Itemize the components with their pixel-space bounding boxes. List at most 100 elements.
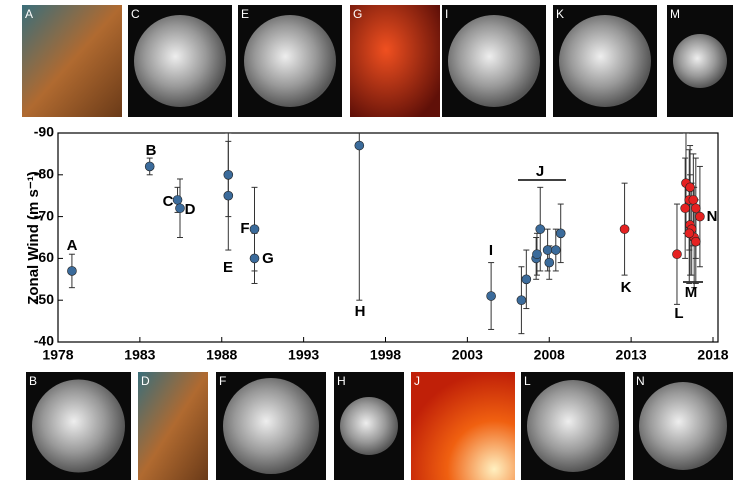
image-panel: I	[442, 5, 546, 117]
image-letter: K	[556, 7, 564, 21]
planet-disk	[134, 15, 226, 107]
point-label: E	[223, 259, 233, 276]
point-label: B	[146, 142, 157, 159]
data-point	[516, 295, 527, 306]
image-background	[22, 5, 122, 117]
data-point	[691, 236, 701, 247]
point-label: L	[674, 305, 683, 322]
data-point	[223, 190, 234, 201]
point-label: G	[262, 250, 274, 267]
y-axis-label: Zonal Wind (m s⁻¹)	[25, 171, 42, 305]
x-tick-label: 1993	[288, 347, 319, 363]
image-letter: N	[636, 374, 645, 388]
x-tick-label: 2013	[616, 347, 647, 363]
data-point	[175, 203, 185, 214]
image-letter: G	[353, 7, 362, 21]
data-point	[223, 170, 234, 180]
image-panel: M	[667, 5, 733, 117]
plot-frame	[57, 132, 719, 343]
data-point	[672, 249, 682, 260]
point-label: D	[185, 201, 196, 218]
planet-disk	[673, 34, 727, 88]
data-point	[172, 195, 183, 205]
data-point	[680, 203, 690, 214]
y-tick-label: -50	[34, 291, 54, 307]
point-label: A	[67, 237, 78, 254]
image-panel: A	[22, 5, 122, 117]
x-tick-label: 1988	[206, 347, 237, 363]
point-label: N	[707, 208, 718, 225]
image-panel: J	[411, 372, 515, 480]
image-letter: M	[670, 7, 680, 21]
x-tick-label: 2003	[452, 347, 483, 363]
point-label: F	[240, 220, 249, 237]
data-point	[555, 228, 566, 239]
planet-disk	[527, 380, 619, 472]
image-letter: F	[219, 374, 226, 388]
y-tick-label: -70	[34, 207, 54, 223]
image-panel: H	[334, 372, 404, 480]
data-point	[354, 140, 365, 151]
planet-disk	[639, 382, 727, 470]
data-point	[249, 253, 260, 264]
data-point	[544, 257, 555, 268]
planet-disk	[223, 378, 319, 474]
point-label: J	[536, 163, 544, 180]
data-point	[688, 195, 699, 205]
data-point	[691, 203, 701, 214]
y-tick-label: -60	[34, 249, 54, 265]
data-point	[550, 245, 561, 255]
data-point	[685, 182, 695, 193]
image-panel: F	[216, 372, 326, 480]
image-letter: A	[25, 7, 33, 21]
x-tick-label: 2008	[534, 347, 565, 363]
image-background	[350, 5, 440, 117]
image-panel: G	[350, 5, 440, 117]
data-point	[486, 291, 496, 301]
planet-disk	[340, 397, 398, 455]
y-tick-label: -40	[34, 333, 54, 349]
data-point	[532, 249, 542, 260]
y-tick-label: -80	[34, 166, 54, 182]
data-point	[521, 274, 532, 285]
image-letter: C	[131, 7, 140, 21]
point-label: M	[685, 284, 698, 301]
image-letter: B	[29, 374, 37, 388]
image-panel: D	[138, 372, 208, 480]
x-tick-label: 1978	[42, 347, 73, 363]
image-panel: B	[26, 372, 131, 480]
data-point	[535, 224, 546, 234]
point-label: C	[163, 193, 174, 210]
image-panel: K	[553, 5, 657, 117]
y-tick-label: -90	[34, 124, 54, 140]
image-letter: L	[524, 374, 531, 388]
image-panel: N	[633, 372, 733, 480]
planet-disk	[448, 15, 540, 107]
point-label: K	[621, 279, 632, 296]
data-point	[67, 266, 77, 276]
image-panel: E	[238, 5, 342, 117]
point-label: I	[489, 242, 493, 259]
image-letter: H	[337, 374, 346, 388]
data-point	[542, 245, 553, 255]
x-tick-label: 2018	[697, 347, 728, 363]
x-tick-label: 1998	[370, 347, 401, 363]
image-letter: D	[141, 374, 150, 388]
data-point	[619, 224, 630, 234]
planet-disk	[244, 15, 336, 107]
planet-disk	[559, 15, 651, 107]
point-label: H	[355, 303, 366, 320]
data-point	[684, 228, 695, 239]
image-panel: L	[521, 372, 625, 480]
planet-disk	[32, 379, 125, 473]
data-point	[144, 161, 155, 172]
data-point	[695, 211, 705, 222]
image-panel: C	[128, 5, 232, 117]
image-letter: J	[414, 374, 420, 388]
x-tick-label: 1983	[124, 347, 155, 363]
data-point	[249, 224, 260, 234]
image-background	[138, 372, 208, 480]
image-background	[411, 372, 515, 480]
image-letter: I	[445, 7, 448, 21]
